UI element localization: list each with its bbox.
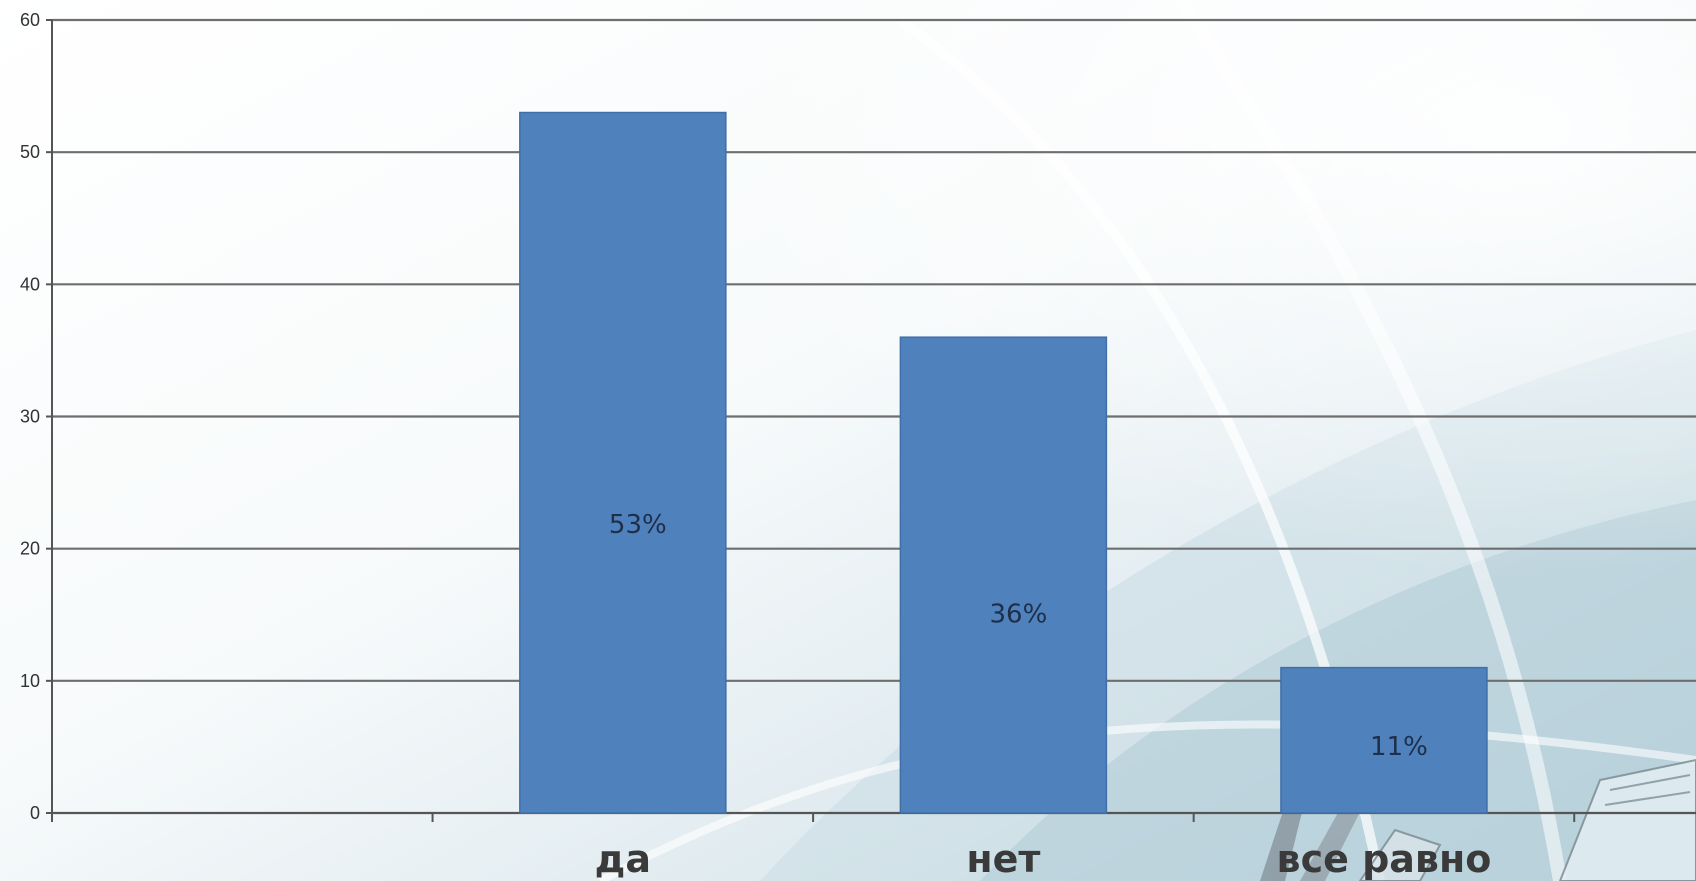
bars bbox=[519, 111, 1488, 814]
y-tick-label: 10 bbox=[20, 671, 40, 691]
labels: 0 10 20 30 40 50 60 53% да 36% нет 11% все равно bbox=[20, 10, 1491, 881]
category-label-1: да bbox=[595, 837, 651, 881]
category-label-2: нет bbox=[966, 837, 1040, 881]
bar-2 bbox=[899, 336, 1108, 814]
book-illustration bbox=[1260, 758, 1696, 881]
bar-3 bbox=[1280, 666, 1488, 814]
y-tick-label: 50 bbox=[20, 142, 40, 162]
data-label-3: 11% bbox=[1370, 732, 1428, 762]
y-tick-label: 60 bbox=[20, 10, 40, 30]
y-tick-label: 40 bbox=[20, 274, 40, 294]
data-label-2: 36% bbox=[989, 600, 1047, 630]
y-tick-label: 0 bbox=[30, 803, 40, 823]
category-label-3: все равно bbox=[1277, 837, 1492, 881]
data-label-1: 53% bbox=[609, 510, 667, 540]
y-tick-label: 20 bbox=[20, 539, 40, 559]
y-tick-label: 30 bbox=[20, 407, 40, 427]
bar-1 bbox=[519, 111, 727, 814]
